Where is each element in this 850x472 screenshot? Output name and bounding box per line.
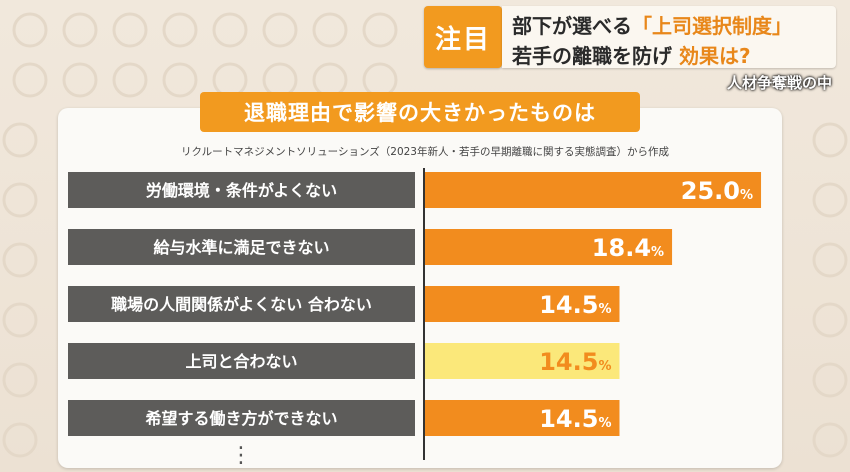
bar [424, 286, 620, 322]
sub-caption: 人材争奪戦の中 [726, 74, 832, 92]
data-label: 25.0% [681, 177, 753, 205]
category-label: 労働環境・条件がよくない [146, 181, 337, 200]
headline-line1-prefix: 部下が選べる [512, 14, 632, 38]
header-tag: 注目 [424, 6, 502, 68]
headline-line2-highlight: 効果は? [678, 44, 751, 68]
chart-source: リクルートマネジメントソリューションズ（2023年新人・若手の早期離職に関する実… [181, 146, 669, 158]
category-label: 希望する働き方ができない [145, 409, 337, 428]
headline: 部下が選べる「上司選択制度」 若手の離職を防げ 効果は? [502, 6, 836, 68]
category-label: 職場の人間関係がよくない 合わない [111, 295, 372, 314]
bar [424, 229, 673, 265]
headline-line2: 若手の離職を防げ 効果は? [512, 40, 751, 69]
data-label: 14.5% [539, 291, 611, 319]
category-label-box [68, 172, 415, 208]
headline-line2-prefix: 若手の離職を防げ [512, 44, 672, 68]
data-label: 14.5% [539, 405, 611, 433]
bar [424, 400, 620, 436]
data-label: 14.5% [539, 348, 611, 376]
data-label: 18.4% [592, 234, 664, 262]
bar [424, 172, 762, 208]
more-items-marker: ⋮ [230, 443, 252, 468]
headline-line1-highlight: 「上司選択制度」 [632, 14, 792, 38]
category-label: 上司と合わない [185, 352, 297, 371]
category-label-box [68, 286, 415, 322]
bar [424, 343, 620, 379]
category-label-box [68, 400, 415, 436]
category-label-box [68, 343, 415, 379]
category-label: 給与水準に満足できない [153, 238, 329, 257]
chart-title: 退職理由で影響の大きかったものは [200, 92, 640, 132]
headline-line1: 部下が選べる「上司選択制度」 [512, 10, 792, 39]
category-label-box [68, 229, 415, 265]
